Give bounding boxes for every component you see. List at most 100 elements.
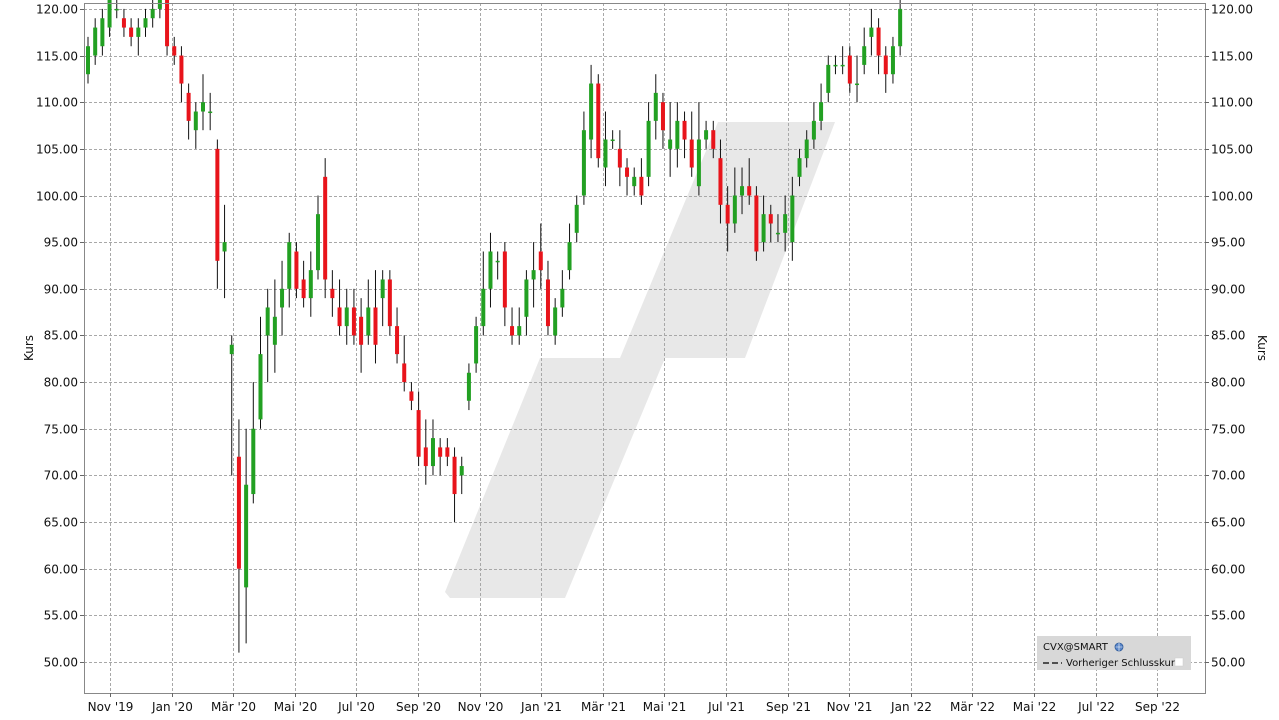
candle-up [136,27,141,37]
y-tick-label: 115.00 [1211,50,1253,64]
candle-up [531,270,536,280]
legend: CVX@SMART Vorheriger Schlusskurs [1037,636,1191,670]
y-tick-label: 55.00 [44,609,78,623]
candle-down [330,288,335,299]
candle-up [826,64,831,93]
candle-up [560,288,565,308]
candle-up [107,0,112,28]
candle-down [689,139,694,168]
y-tick-label: 90.00 [1211,283,1245,297]
candle-down [883,55,888,75]
candle-down [179,55,184,84]
candle-down [502,251,507,308]
candle-up [704,130,709,140]
candle-down [172,46,177,56]
y-tick-label: 70.00 [1211,469,1245,483]
candle-up [804,139,809,159]
x-tick-label: Jan '21 [520,700,562,714]
candles [86,0,903,653]
candle-up [675,120,680,149]
candle-up [315,214,320,271]
y-tick-label: 95.00 [1211,236,1245,250]
candle-up [366,307,371,336]
candle-down [395,326,400,355]
candle-up [459,466,464,476]
x-tick-label: Sep '22 [1135,700,1180,714]
candle-down [452,456,457,495]
candle-up [272,316,277,345]
candle-down [682,120,687,140]
candle-up [524,279,529,317]
candle-down [510,326,515,336]
plot-frame [84,3,1206,694]
candle-down [387,279,392,327]
candle-down [359,316,364,345]
candle-down [711,130,716,149]
candle-up [114,8,119,11]
candle-up [819,102,824,121]
x-tick-label: Jul '22 [1077,700,1115,714]
globe-icon [1114,642,1124,652]
y-tick-label: 80.00 [1211,376,1245,390]
candle-up [466,372,471,401]
x-tick-label: Jul '21 [707,700,745,714]
candle-up [222,242,227,252]
x-ticks: Nov '19 Jan '20 Mär '20 Mai '20 Jul '20 Sep '… [88,693,1180,714]
candle-down [409,391,414,401]
candle-up [653,92,658,121]
candle-up [668,139,673,149]
watermark-logo [445,122,835,598]
candle-up [632,176,637,187]
candle-up [553,307,558,336]
candle-down [747,186,752,196]
candle-up [783,214,788,233]
candle-up [344,307,349,327]
candle-down [186,92,191,121]
candle-up [86,46,90,75]
candle-up [308,270,313,299]
candle-down [323,176,328,280]
candle-down [538,251,543,271]
candle-up [517,326,522,336]
y-tick-label: 115.00 [36,50,78,64]
candle-up [244,484,249,588]
y-tick-label: 120.00 [36,3,78,17]
x-tick-label: Mai '22 [1013,700,1056,714]
candle-up [696,139,701,187]
candle-up [150,8,155,19]
x-tick-label: Mär '22 [950,700,995,714]
candle-up [430,438,435,467]
candle-up [567,242,572,271]
candle-up [280,288,285,308]
candle-up [775,232,780,235]
candle-down [165,0,170,47]
x-tick-label: Mär '20 [211,700,256,714]
y-tick-label: 105.00 [1211,143,1253,157]
candle-down [639,176,644,196]
candle-down [876,27,881,56]
y-tick-label: 65.00 [44,516,78,530]
candle-up [208,111,213,114]
candle-up [481,288,486,327]
candle-down [236,456,241,569]
candle-down [768,214,773,224]
x-tick-label: Nov '21 [827,700,873,714]
candle-down [373,307,378,345]
y-tick-label: 105.00 [36,143,78,157]
candle-up [840,64,845,67]
candle-up [610,139,615,142]
candle-up [488,251,493,289]
y-tick-label: 110.00 [36,96,78,110]
y-tick-label: 80.00 [44,376,78,390]
candle-down [337,307,342,327]
candle-down [596,83,601,159]
grid [84,3,1205,693]
candle-up [589,83,594,140]
candle-up [265,307,270,336]
y-tick-label: 50.00 [44,656,78,670]
candle-up [574,204,579,233]
y-tick-label: 55.00 [1211,609,1245,623]
candle-down [847,55,852,84]
candle-up [790,195,795,243]
